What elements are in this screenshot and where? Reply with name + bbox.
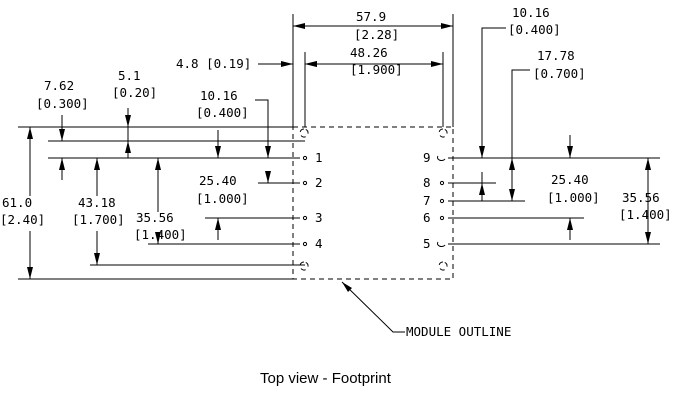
dim-17-78: 17.78 (537, 48, 575, 63)
arrow-10-16-right (479, 146, 485, 158)
arrow-35-56-left-bottom (155, 232, 161, 244)
dim-48-26: 48.26 (350, 45, 388, 60)
arrow-48-26-right (431, 61, 443, 67)
dim-5-1: 5.1 (118, 68, 141, 83)
dim-0-300: [0.300] (36, 96, 89, 111)
pin-label-2: 2 (315, 175, 323, 190)
pin-label-6: 6 (423, 210, 431, 225)
arrow-25-40-right-a (479, 183, 485, 195)
module-outline (292, 126, 454, 280)
dim-25-40-left: 25.40 (199, 173, 237, 188)
dim-1-000-left: [1.000] (196, 191, 249, 206)
mounting-hole-bottom-right (438, 261, 448, 271)
dim-1-700: [1.700] (72, 212, 125, 227)
pin-label-1: 1 (315, 150, 323, 165)
pin-dot-7 (439, 198, 445, 204)
pin-dot-4 (302, 241, 308, 247)
arrow-43-18-bottom (94, 253, 100, 265)
dim-0-400-right: [0.400] (508, 22, 561, 37)
arrow-7-62-b (59, 158, 65, 170)
pin-label-8: 8 (423, 175, 431, 190)
mounting-hole-top-left (299, 128, 309, 138)
pin-dot-8 (439, 180, 445, 186)
pin-label-9: 9 (423, 150, 431, 165)
arrow-61-0-top (27, 127, 33, 139)
arrow-17-78-bottom (509, 189, 515, 201)
arrow-61-0-bottom (27, 267, 33, 279)
arrow-35-56-right-bottom (645, 232, 651, 244)
leader-17-78 (511, 69, 530, 201)
dim-1-900: [1.900] (350, 62, 403, 77)
leader-10-16-right (481, 27, 506, 158)
leader-10-16-left (255, 99, 269, 158)
caption: Top view - Footprint (260, 370, 392, 387)
dim-61-0: 61.0 (2, 195, 32, 210)
arrow-10-16-left-a (265, 146, 271, 158)
pin-dot-1 (302, 155, 308, 161)
dim-0-400-left: [0.400] (196, 105, 249, 120)
dim-2-28: [2.28] (354, 27, 399, 42)
dim-10-16-left: 10.16 (200, 88, 238, 103)
dim-25-40-right: 25.40 (551, 172, 589, 187)
dim-35-56-left: 35.56 (136, 210, 174, 225)
arrow-25-40-left (265, 171, 271, 183)
dim-1-400-right: [1.400] (619, 207, 672, 222)
arrow-57-9-left (293, 23, 305, 29)
pin-dot-3 (302, 215, 308, 221)
leader-module-outline (341, 281, 405, 333)
mounting-hole-bottom-left (299, 261, 309, 271)
arrow-10-16-left-b (215, 146, 221, 158)
dim-7-62: 7.62 (44, 78, 74, 93)
dim-4-8: 4.8 [0.19] (176, 56, 251, 71)
dim-57-9: 57.9 (356, 9, 386, 24)
pin-dot-6 (439, 215, 445, 221)
dim-0-700: [0.700] (533, 66, 586, 81)
pin-label-3: 3 (315, 210, 323, 225)
arrow-10-16-right-b (567, 146, 573, 158)
arrow-5-1-b (125, 141, 131, 153)
dim-2-40: [2.40] (0, 212, 45, 227)
pin-label-7: 7 (423, 193, 431, 208)
arrow-4-8-a (281, 61, 293, 67)
arrow-57-9-right (441, 23, 453, 29)
arrow-35-56-left-top (155, 158, 161, 170)
arrow-25-40-left-b (215, 218, 221, 230)
arrow-5-1-a (125, 115, 131, 127)
dim-10-16-right: 10.16 (512, 5, 550, 20)
pin-dot-5 (437, 241, 446, 247)
mounting-hole-top-right (438, 128, 448, 138)
arrow-module-outline (342, 282, 352, 292)
arrow-4-8-b (305, 61, 317, 67)
pin-label-5: 5 (423, 236, 431, 251)
arrow-35-56-right-b (567, 218, 573, 230)
dim-35-56-right: 35.56 (622, 190, 660, 205)
pin-label-4: 4 (315, 236, 323, 251)
dim-43-18: 43.18 (78, 195, 116, 210)
pin-dot-2 (302, 180, 308, 186)
pin-dot-9 (437, 155, 446, 161)
dim-1-000-right: [1.000] (547, 190, 600, 205)
module-outline-label: MODULE OUTLINE (406, 324, 511, 339)
dim-0-20: [0.20] (112, 85, 157, 100)
arrow-7-62-a (59, 129, 65, 141)
arrow-35-56-right-top (645, 158, 651, 170)
arrow-43-18-top (94, 158, 100, 170)
arrow-17-78-top (509, 158, 515, 170)
